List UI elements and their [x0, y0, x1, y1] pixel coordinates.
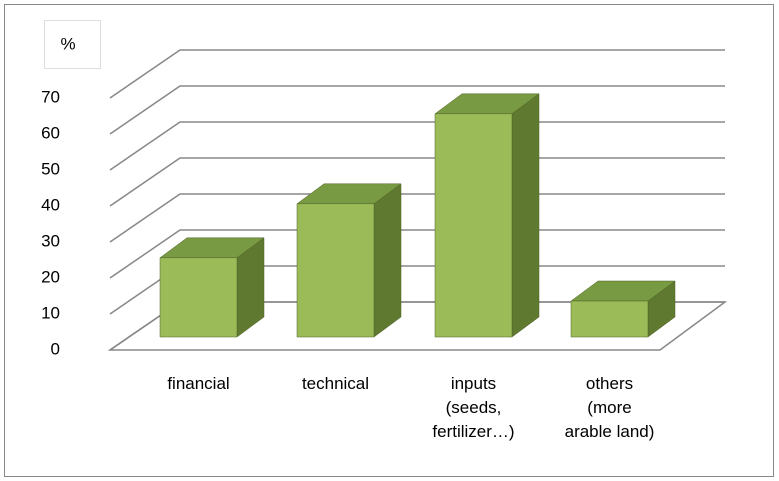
grid-line	[109, 157, 725, 207]
y-tick-label: 20	[41, 267, 60, 286]
bar-front	[570, 300, 649, 338]
bar	[159, 237, 265, 338]
bar-front	[159, 257, 238, 338]
unit-box	[44, 20, 101, 69]
bar	[434, 93, 540, 338]
bar	[570, 280, 676, 338]
grid-line	[109, 193, 725, 243]
bar	[296, 183, 402, 338]
grid-line	[109, 49, 725, 99]
y-tick-label: 0	[51, 339, 60, 358]
y-tick-label: 40	[41, 195, 60, 214]
y-tick-label: 10	[41, 303, 60, 322]
y-tick-label: 60	[41, 123, 60, 142]
bar-side	[511, 93, 540, 338]
grid-line	[109, 85, 725, 135]
grid-line	[109, 121, 725, 171]
chart-border	[4, 4, 774, 477]
x-tick-label: inputs (seeds, fertilizer…)	[432, 374, 515, 441]
bar-front	[296, 203, 375, 338]
y-tick-label: 30	[41, 231, 60, 250]
y-tick-label: 70	[41, 87, 60, 106]
x-tick-label: financial	[167, 374, 230, 393]
x-tick-label: technical	[301, 374, 370, 393]
bar-side	[373, 183, 402, 338]
bar-front	[434, 113, 513, 338]
y-axis-label: %	[60, 34, 75, 53]
y-tick-label: 50	[41, 159, 60, 178]
grid-line	[109, 229, 725, 279]
x-tick-label: others (more arable land)	[564, 374, 655, 441]
